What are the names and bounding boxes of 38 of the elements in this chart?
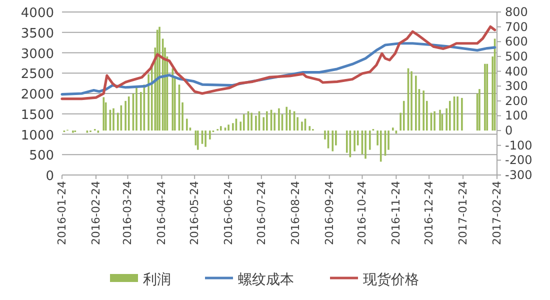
x-tick-label: 2017-01-24: [456, 181, 470, 245]
y-tick-label: 4000: [20, 6, 54, 21]
y2-tick-label: 400: [505, 64, 528, 78]
y2-tick-label: 300: [505, 79, 528, 94]
x-tick-label: 2016-10-24: [356, 181, 369, 245]
y2-tick-label: 500: [505, 49, 528, 64]
x-tick-label: 2017-02-24: [490, 181, 504, 245]
x-tick-label: 2016-11-24: [390, 181, 403, 245]
y-tick-label: 2500: [20, 67, 54, 82]
y2-tick-label: 600: [505, 34, 528, 49]
x-tick-label: 2016-01-24: [56, 181, 68, 245]
legend-label: 利润: [143, 272, 171, 288]
x-tick-label: 2016-06-24: [222, 181, 236, 245]
y-tick-label: 1500: [20, 108, 54, 123]
x-tick-label: 2016-07-24: [254, 181, 268, 245]
x-tick-label: 2016-05-24: [188, 181, 202, 245]
y2-tick-label: -100: [505, 138, 532, 152]
y-tick-label: 2000: [20, 88, 54, 102]
y2-tick-label: 200: [505, 94, 528, 108]
y2-tick-label: 800: [505, 5, 528, 19]
y-tick-label: 1000: [20, 128, 54, 144]
y-tick-label: 3500: [20, 26, 54, 42]
legend-label: 现货价格: [363, 272, 419, 288]
x-tick-label: 2016-03-24: [121, 181, 134, 245]
x-tick-label: 2016-09-24: [322, 181, 336, 245]
legend-label: 螺纹成本: [238, 272, 294, 288]
y2-tick-label: 100: [505, 108, 528, 123]
x-tick-label: 2016-08-24: [288, 181, 302, 245]
y2-tick-label: -200: [505, 153, 532, 168]
y2-tick-label: 700: [505, 20, 528, 34]
y-tick-label: 3000: [20, 46, 54, 62]
y-tick-label: 500: [29, 148, 54, 164]
x-tick-label: 2016-12-24: [422, 181, 436, 245]
x-tick-label: 2016-04-24: [155, 181, 168, 245]
y-tick-label: 0: [46, 169, 54, 184]
y2-tick-label: -300: [505, 168, 532, 182]
x-tick-label: 2016-02-24: [89, 181, 102, 245]
y2-tick-label: 0: [505, 124, 513, 138]
